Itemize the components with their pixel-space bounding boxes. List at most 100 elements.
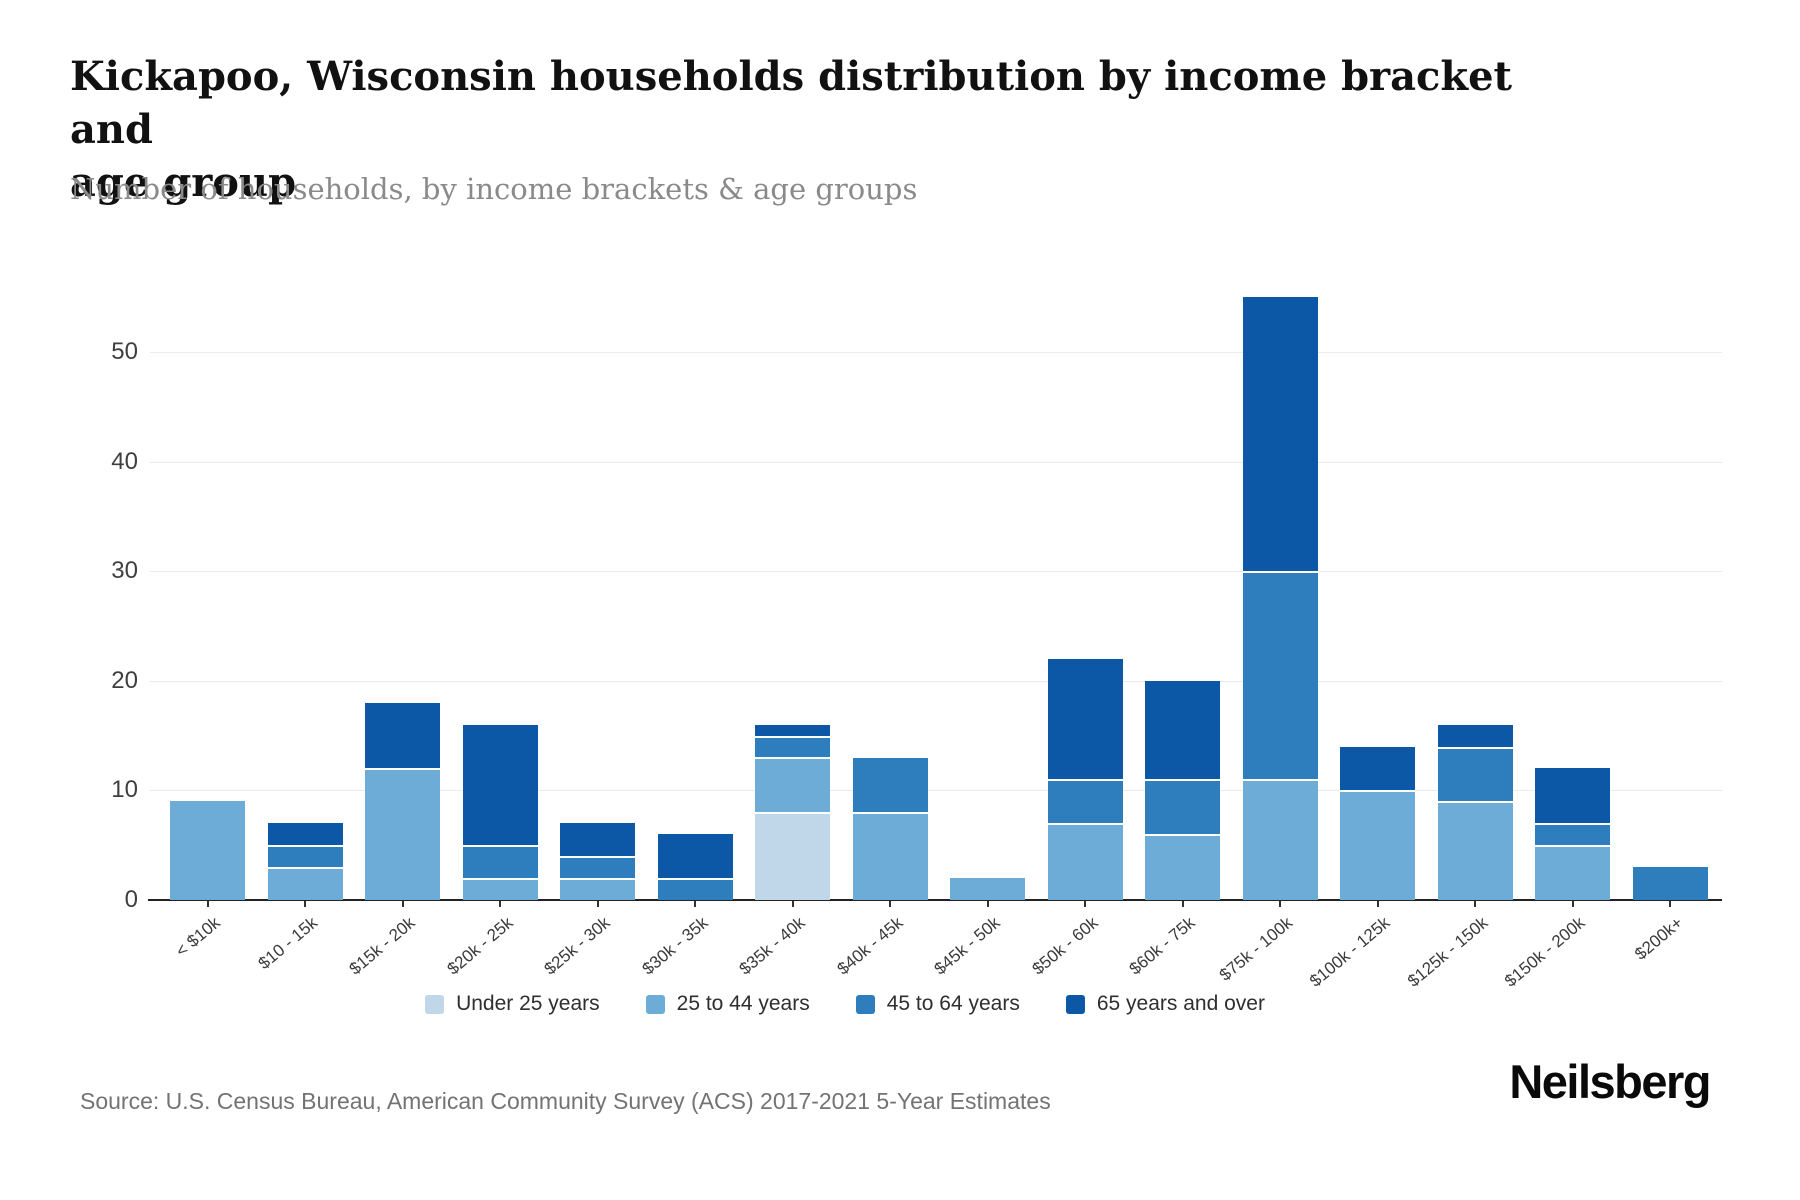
x-axis-label: $75k - 100k xyxy=(1215,913,1297,985)
bar-segment xyxy=(1632,867,1708,900)
legend-label: 45 to 64 years xyxy=(886,992,1020,1015)
x-tick xyxy=(986,901,989,907)
y-axis-tick-label: 40 xyxy=(111,447,138,475)
bar-75k-100k xyxy=(1242,297,1318,900)
x-axis-label: $150k - 200k xyxy=(1501,913,1589,991)
x-tick xyxy=(1571,901,1574,907)
x-axis-label: $45k - 50k xyxy=(930,913,1004,979)
bar-segment xyxy=(852,757,928,813)
bar-segment xyxy=(1145,834,1220,900)
bar-60k-75k xyxy=(1145,680,1220,900)
x-axis-label: $20k - 25k xyxy=(443,913,517,979)
legend-swatch-icon xyxy=(1065,994,1085,1014)
bar-segment xyxy=(1047,658,1123,780)
legend-label: 25 to 44 years xyxy=(676,992,810,1015)
bar-segment xyxy=(852,812,928,900)
bar-segment xyxy=(1437,724,1513,747)
x-axis-line xyxy=(148,899,1722,901)
x-axis-label: $40k - 45k xyxy=(833,913,907,979)
legend-item-under-25-years[interactable]: Under 25 years xyxy=(425,992,600,1016)
bar-segment xyxy=(1145,680,1220,780)
bar-segment xyxy=(365,768,440,900)
y-axis-tick-label: 30 xyxy=(111,557,138,585)
legend-swatch-icon xyxy=(855,994,875,1014)
y-axis-tick-label: 10 xyxy=(111,776,138,804)
x-tick xyxy=(1181,901,1184,907)
x-tick xyxy=(1669,901,1671,907)
bar-segment xyxy=(462,724,538,846)
bar-segment xyxy=(462,845,538,879)
bar-20k-25k xyxy=(462,724,538,900)
bar-segment xyxy=(1535,823,1610,846)
bar-segment xyxy=(1047,779,1123,824)
legend-item-45-to-64-years[interactable]: 45 to 64 years xyxy=(855,992,1020,1016)
x-tick xyxy=(1084,901,1086,907)
legend-label: Under 25 years xyxy=(456,992,600,1015)
bar-segment xyxy=(657,878,733,900)
bar-25k-30k xyxy=(560,823,635,900)
bar-segment xyxy=(1047,823,1123,900)
bar-35k-40k xyxy=(755,724,830,900)
bar-segment xyxy=(755,812,830,900)
y-axis-tick-label: 0 xyxy=(124,886,138,913)
bar-segment xyxy=(267,867,343,900)
x-tick xyxy=(1279,901,1281,907)
y-axis-tick-label: 50 xyxy=(111,338,138,365)
bar-150k-200k xyxy=(1535,768,1610,900)
x-axis-label: $60k - 75k xyxy=(1125,913,1199,979)
bar-segment xyxy=(1242,779,1318,900)
gridline xyxy=(150,461,1722,463)
x-axis-label: $10 - 15k xyxy=(254,913,322,974)
gridline xyxy=(150,352,1722,353)
bar-segment xyxy=(267,845,343,868)
x-axis-label: $15k - 20k xyxy=(345,913,419,979)
legend-label: 65 years and over xyxy=(1096,992,1265,1015)
bar-segment xyxy=(1340,746,1415,791)
legend-item-25-to-44-years[interactable]: 25 to 44 years xyxy=(645,992,810,1016)
x-tick xyxy=(791,901,794,907)
legend: Under 25 years 25 to 44 years 45 to 64 yea… xyxy=(0,992,1690,1016)
bar-segment xyxy=(755,735,830,758)
bar-segment xyxy=(657,834,733,879)
bar-segment xyxy=(1437,746,1513,802)
bar-segment xyxy=(267,823,343,846)
legend-swatch-icon xyxy=(645,994,665,1014)
gridline xyxy=(150,680,1722,682)
bar-segment xyxy=(365,702,440,769)
bar-10-15k xyxy=(267,823,343,900)
gridline xyxy=(150,571,1722,573)
bar-50k-60k xyxy=(1047,658,1123,900)
bar-45k-50k xyxy=(950,878,1025,900)
bar-segment xyxy=(1242,297,1318,572)
x-tick xyxy=(401,901,404,907)
y-axis-tick-label: 20 xyxy=(111,666,138,694)
x-tick xyxy=(889,901,891,907)
bar-segment xyxy=(1535,845,1610,900)
bar-segment xyxy=(1437,801,1513,900)
legend-item-65-years-and-over[interactable]: 65 years and over xyxy=(1065,992,1265,1016)
bar-segment xyxy=(755,724,830,736)
bar-segment xyxy=(560,823,635,857)
bar-segment xyxy=(950,878,1025,900)
bar-30k-35k xyxy=(657,834,733,900)
bar-segment xyxy=(462,878,538,900)
x-tick xyxy=(694,901,696,907)
x-tick xyxy=(1376,901,1379,907)
bar-segment xyxy=(1242,571,1318,780)
x-tick xyxy=(304,901,306,907)
chart-subtitle: Number of households, by income brackets… xyxy=(70,172,918,206)
x-axis-label: $30k - 35k xyxy=(638,913,712,979)
bar-100k-125k xyxy=(1340,746,1415,900)
x-tick xyxy=(596,901,599,907)
x-tick xyxy=(1474,901,1476,907)
source-text: Source: U.S. Census Bureau, American Com… xyxy=(80,1088,1051,1114)
legend-swatch-icon xyxy=(425,994,445,1014)
neilsberg-logo: Neilsberg xyxy=(1509,1055,1711,1108)
x-axis-label: $25k - 30k xyxy=(540,913,614,979)
bar-segment xyxy=(560,878,635,900)
x-axis-label: $200k+ xyxy=(1630,913,1687,964)
gridline xyxy=(150,790,1722,792)
chart-title: Kickapoo, Wisconsin households distribut… xyxy=(70,53,1513,207)
